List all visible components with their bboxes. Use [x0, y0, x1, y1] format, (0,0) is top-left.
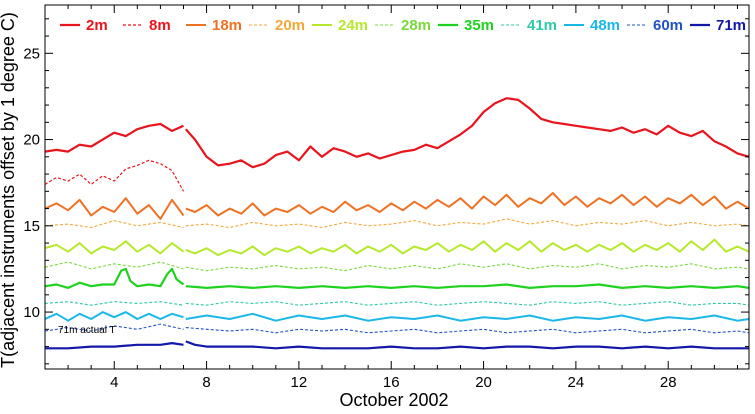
series-line-41m [45, 301, 184, 306]
legend-label-18m: 18m [212, 17, 242, 34]
series-line-18m [45, 197, 185, 220]
legend-item-60m: 60m [627, 17, 683, 34]
x-axis-title: October 2002 [339, 390, 448, 410]
legend-item-71m: 71m [690, 17, 746, 34]
series-line-28m [45, 261, 184, 270]
series-line-48m [45, 311, 184, 322]
legend-item-8m: 8m [123, 17, 171, 34]
legend-item-48m: 48m [564, 17, 620, 34]
legend-label-48m: 48m [590, 17, 620, 34]
axis-ticks: 4 8 12 16 20 24 28 10 15 20 25 [23, 5, 749, 391]
x-tick-label-8: 8 [202, 374, 210, 391]
legend-label-2m: 2m [86, 17, 108, 34]
legend-label-35m: 35m [464, 17, 494, 34]
series-line-71m [45, 342, 184, 350]
legend-item-41m: 41m [501, 17, 557, 34]
series-line-2m [45, 122, 184, 153]
legend-label-41m: 41m [527, 17, 557, 34]
plot-frame [44, 4, 750, 370]
x-tick-label-12: 12 [291, 374, 308, 391]
legend-label-28m: 28m [401, 17, 431, 34]
series-line-60m [45, 323, 184, 332]
series-line-41m-seg1 [185, 301, 749, 306]
y-axis-title: T(adjacent instruments offset by 1 degre… [0, 12, 18, 368]
series-line-2m-seg1 [184, 97, 749, 169]
y-tick-label-25: 25 [23, 45, 40, 62]
series-line-24m-seg1 [185, 238, 749, 257]
y-tick-label-20: 20 [23, 132, 40, 149]
series-line-24m [45, 240, 185, 255]
x-tick-label-4: 4 [110, 374, 118, 391]
series-line-60m-seg1 [185, 327, 749, 334]
x-tick-label-28: 28 [660, 374, 677, 391]
series-line-8m [45, 159, 185, 192]
x-tick-label-16: 16 [383, 374, 400, 391]
series-line-71m-seg1 [185, 340, 749, 350]
plot-area [45, 97, 749, 350]
legend-item-18m: 18m [186, 17, 242, 34]
series-line-20m-seg1 [185, 218, 749, 229]
legend-label-60m: 60m [653, 17, 683, 34]
legend-item-28m: 28m [375, 17, 431, 34]
legend-item-24m: 24m [312, 17, 368, 34]
legend-item-35m: 35m [438, 17, 494, 34]
legend-label-71m: 71m [716, 17, 746, 34]
legend-item-2m: 2m [60, 17, 108, 34]
series-line-48m-seg1 [185, 312, 749, 322]
series-line-35m-seg1 [185, 283, 749, 289]
series-line-20m [45, 220, 184, 229]
legend: 2m 8m 18m 20m 24m 28m 35m 41m 48m 60m 71m [60, 17, 746, 34]
legend-item-20m: 20m [249, 17, 305, 34]
legend-label-24m: 24m [338, 17, 368, 34]
x-tick-label-24: 24 [568, 374, 585, 391]
x-tick-label-20: 20 [475, 374, 492, 391]
y-tick-label-10: 10 [23, 304, 40, 321]
series-line-18m-seg1 [185, 192, 749, 217]
legend-label-8m: 8m [149, 17, 171, 34]
y-tick-label-15: 15 [23, 218, 40, 235]
legend-label-20m: 20m [275, 17, 305, 34]
annotation-71m-actual-t: 71m actual T [58, 325, 116, 336]
series-line-35m [45, 267, 185, 289]
